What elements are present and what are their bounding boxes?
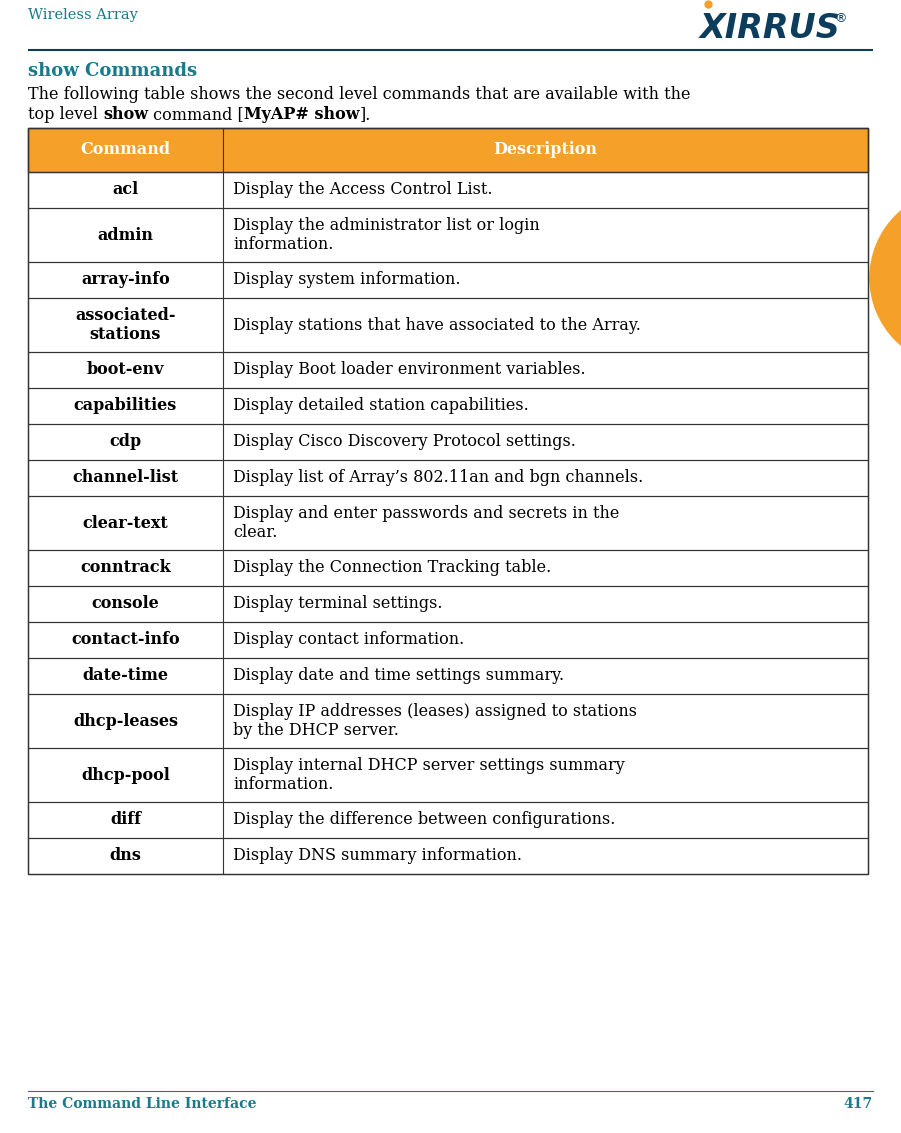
- Text: show: show: [103, 107, 148, 123]
- Text: dhcp-pool: dhcp-pool: [81, 767, 170, 784]
- Bar: [28, 748, 868, 802]
- Bar: [28, 172, 868, 208]
- Text: clear-text: clear-text: [83, 514, 168, 531]
- Bar: [28, 550, 868, 586]
- Bar: [28, 460, 868, 496]
- Bar: [28, 802, 868, 838]
- Bar: [28, 128, 868, 172]
- Text: boot-env: boot-env: [86, 361, 164, 378]
- Text: Display the Access Control List.: Display the Access Control List.: [233, 181, 493, 198]
- Text: Display system information.: Display system information.: [233, 272, 460, 289]
- Text: 417: 417: [844, 1097, 873, 1111]
- Bar: [28, 838, 868, 874]
- Text: Description: Description: [494, 142, 597, 159]
- Bar: [28, 262, 868, 298]
- Circle shape: [870, 190, 901, 366]
- Text: admin: admin: [97, 227, 153, 244]
- Bar: [28, 352, 868, 387]
- Text: Display date and time settings summary.: Display date and time settings summary.: [233, 667, 564, 684]
- Text: Display the difference between configurations.: Display the difference between configura…: [233, 811, 615, 828]
- Text: Display Boot loader environment variables.: Display Boot loader environment variable…: [233, 361, 586, 378]
- Text: dhcp-leases: dhcp-leases: [73, 713, 178, 730]
- Text: Display Cisco Discovery Protocol settings.: Display Cisco Discovery Protocol setting…: [233, 434, 576, 451]
- Text: Display and enter passwords and secrets in the
clear.: Display and enter passwords and secrets …: [233, 504, 619, 542]
- Text: date-time: date-time: [83, 667, 168, 684]
- Bar: [28, 658, 868, 695]
- Text: Display terminal settings.: Display terminal settings.: [233, 596, 442, 613]
- Bar: [28, 550, 868, 586]
- Text: acl: acl: [113, 181, 139, 198]
- Bar: [28, 298, 868, 352]
- Text: Command: Command: [80, 142, 170, 159]
- Text: The following table shows the second level commands that are available with the: The following table shows the second lev…: [28, 86, 690, 103]
- Bar: [28, 424, 868, 460]
- Bar: [28, 586, 868, 622]
- Text: conntrack: conntrack: [80, 560, 171, 577]
- Bar: [28, 695, 868, 748]
- Bar: [28, 622, 868, 658]
- Bar: [28, 622, 868, 658]
- Bar: [28, 586, 868, 622]
- Bar: [28, 298, 868, 352]
- Text: Display DNS summary information.: Display DNS summary information.: [233, 847, 522, 864]
- Text: associated-
stations: associated- stations: [76, 307, 176, 343]
- Text: ®: ®: [834, 12, 847, 25]
- Text: Wireless Array: Wireless Array: [28, 8, 138, 22]
- Bar: [28, 208, 868, 262]
- Bar: [28, 208, 868, 262]
- Bar: [28, 424, 868, 460]
- Text: show Commands: show Commands: [28, 62, 197, 80]
- Text: Display contact information.: Display contact information.: [233, 631, 464, 648]
- Text: cdp: cdp: [109, 434, 141, 451]
- Text: capabilities: capabilities: [74, 398, 177, 415]
- Bar: [28, 838, 868, 874]
- Text: Display the Connection Tracking table.: Display the Connection Tracking table.: [233, 560, 551, 577]
- Bar: [28, 387, 868, 424]
- Text: Display IP addresses (leases) assigned to stations
by the DHCP server.: Display IP addresses (leases) assigned t…: [233, 702, 637, 740]
- Bar: [28, 128, 868, 172]
- Text: Display stations that have associated to the Array.: Display stations that have associated to…: [233, 316, 641, 333]
- Bar: [28, 460, 868, 496]
- Bar: [28, 695, 868, 748]
- Text: top level: top level: [28, 107, 103, 123]
- Text: ].: ].: [359, 107, 370, 123]
- Text: The Command Line Interface: The Command Line Interface: [28, 1097, 257, 1111]
- Text: Display list of Array’s 802.11an and bgn channels.: Display list of Array’s 802.11an and bgn…: [233, 469, 643, 486]
- Text: MyAP# show: MyAP# show: [244, 107, 359, 123]
- Bar: [28, 352, 868, 387]
- Bar: [28, 387, 868, 424]
- Text: Display internal DHCP server settings summary
information.: Display internal DHCP server settings su…: [233, 757, 624, 793]
- Text: dns: dns: [110, 847, 141, 864]
- Text: diff: diff: [110, 811, 141, 828]
- Bar: [28, 658, 868, 695]
- Text: console: console: [92, 596, 159, 613]
- Text: channel-list: channel-list: [72, 469, 178, 486]
- Bar: [28, 496, 868, 550]
- Bar: [28, 802, 868, 838]
- Bar: [28, 172, 868, 208]
- Text: array-info: array-info: [81, 272, 170, 289]
- Text: contact-info: contact-info: [71, 631, 180, 648]
- Text: Display the administrator list or login
information.: Display the administrator list or login …: [233, 216, 540, 254]
- Bar: [28, 128, 868, 874]
- Text: XIRRUS: XIRRUS: [700, 12, 841, 45]
- Text: Display detailed station capabilities.: Display detailed station capabilities.: [233, 398, 529, 415]
- Text: command [: command [: [148, 107, 244, 123]
- Bar: [28, 748, 868, 802]
- Bar: [28, 262, 868, 298]
- Bar: [28, 496, 868, 550]
